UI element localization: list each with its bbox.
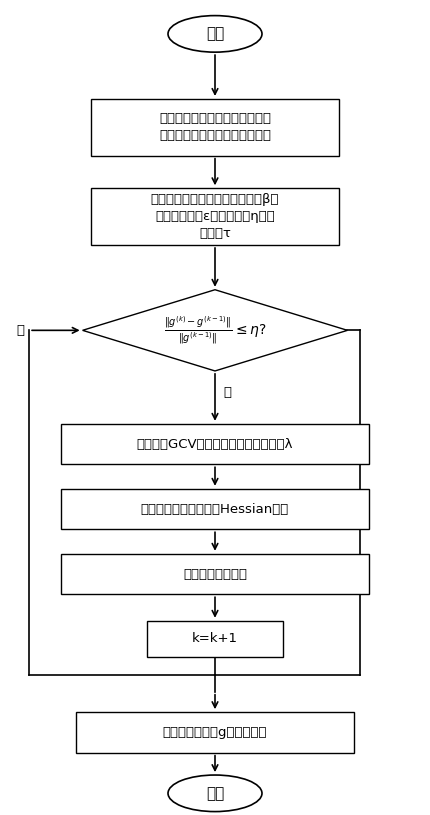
FancyBboxPatch shape (61, 424, 369, 465)
Ellipse shape (168, 775, 262, 812)
Text: 是: 是 (17, 324, 25, 337)
Text: 更新电阻率的分布: 更新电阻率的分布 (183, 567, 247, 580)
Text: 开始: 开始 (206, 26, 224, 42)
Text: 否: 否 (224, 385, 232, 399)
FancyBboxPatch shape (147, 621, 283, 657)
Text: 使用改进GCV方法确定最优正则化参数λ: 使用改进GCV方法确定最优正则化参数λ (137, 438, 293, 451)
FancyBboxPatch shape (76, 712, 354, 753)
FancyBboxPatch shape (61, 553, 369, 594)
Ellipse shape (168, 15, 262, 52)
Text: 根据所求电导率g，进行成像: 根据所求电导率g，进行成像 (163, 726, 267, 739)
Text: 结束: 结束 (206, 786, 224, 801)
FancyBboxPatch shape (91, 188, 339, 245)
FancyBboxPatch shape (61, 489, 369, 529)
Text: 根据被测场，获取重建所需的相
对边界测量值向量和灵敏度矩阵: 根据被测场，获取重建所需的相 对边界测量值向量和灵敏度矩阵 (159, 112, 271, 143)
Text: k=k+1: k=k+1 (192, 632, 238, 645)
Text: $\frac{\|g^{(k)}-g^{(k-1)}\|}{\|g^{(k-1)}\|}\leq\eta?$: $\frac{\|g^{(k)}-g^{(k-1)}\|}{\|g^{(k-1)… (164, 315, 266, 346)
FancyBboxPatch shape (91, 99, 339, 156)
Text: 设置初始化参数：初始解，阈值β，
光滑逼近参数ε，停止阈值η，约
束因子τ: 设置初始化参数：初始解，阈值β， 光滑逼近参数ε，停止阈值η，约 束因子τ (151, 193, 279, 240)
Polygon shape (83, 289, 347, 371)
Text: 计算目标函数的梯度和Hessian矩阵: 计算目标函数的梯度和Hessian矩阵 (141, 503, 289, 516)
